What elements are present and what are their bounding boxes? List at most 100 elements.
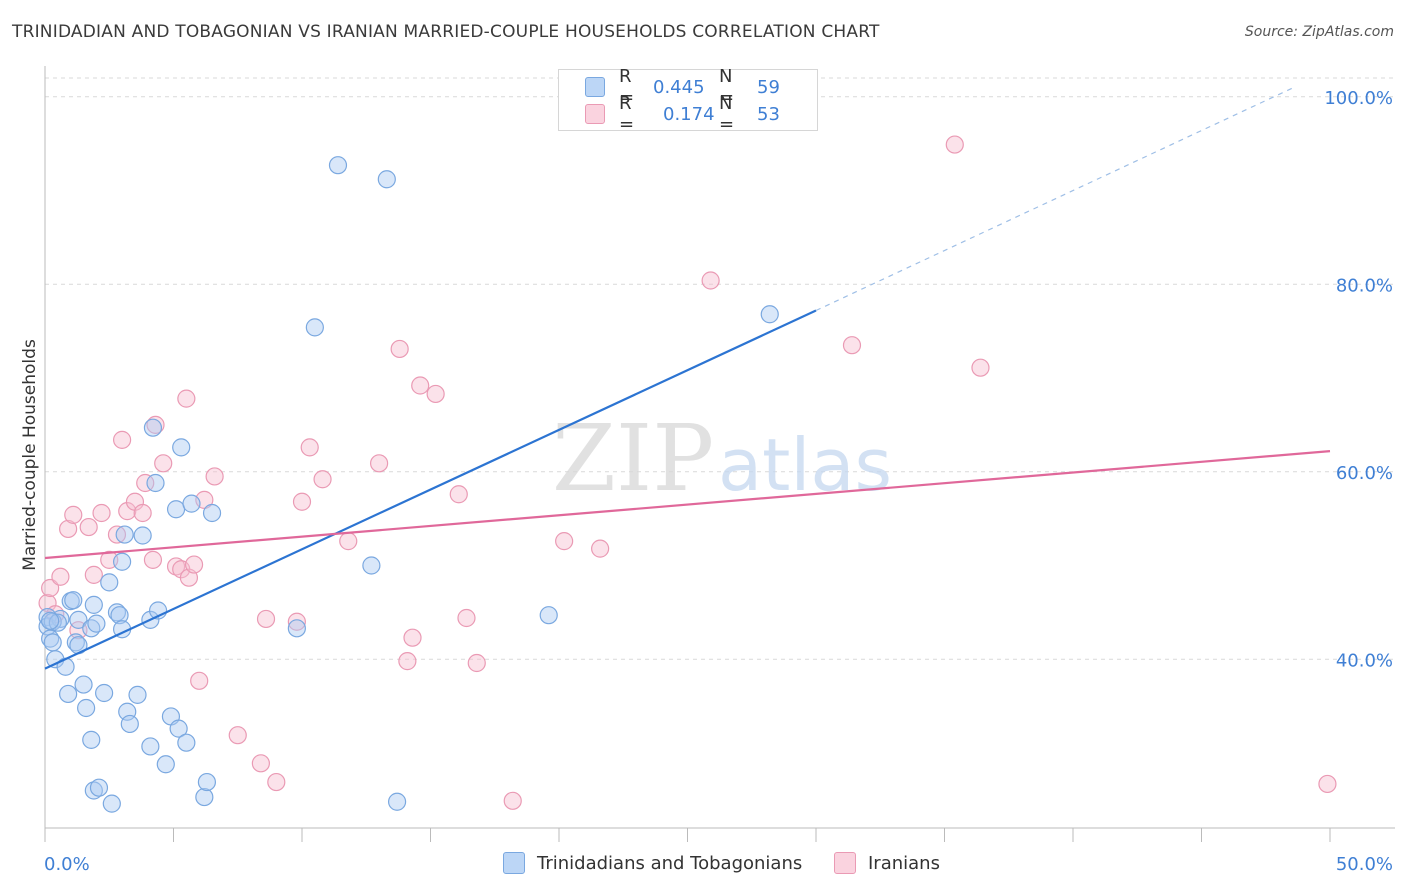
- iranian-point: [41, 578, 60, 598]
- iranian-point: [292, 492, 312, 511]
- trinidadian-point: [287, 619, 306, 638]
- trinidadian-point: [66, 633, 85, 652]
- legend-row-iranians: R = 0.174 N = 53: [585, 93, 780, 135]
- iranian-point: [411, 376, 430, 395]
- trinidadian-trend-extension: [815, 86, 1295, 312]
- trinidadians-points: [38, 156, 779, 813]
- iranian-point: [133, 503, 152, 523]
- watermark-atlas: atlas: [718, 423, 892, 507]
- trinidadian-point: [202, 503, 222, 523]
- iranian-point: [51, 567, 70, 586]
- trinidadian-point: [362, 556, 381, 575]
- iranian-point: [177, 389, 196, 408]
- iranian-point: [205, 467, 224, 486]
- iranian-point: [457, 608, 476, 628]
- iranian-point: [591, 539, 610, 558]
- bottom-legend-swatch-blue: [503, 852, 525, 874]
- iranian-point: [313, 470, 332, 489]
- iranian-point: [300, 438, 319, 457]
- trinidadian-point: [143, 418, 163, 437]
- bottom-legend-swatch-pink: [834, 852, 856, 874]
- watermark: ZIP atlas: [552, 405, 892, 512]
- legend-n-label: N =: [719, 93, 735, 135]
- iranian-point: [503, 791, 522, 810]
- trinidadian-point: [84, 781, 103, 800]
- iranian-trend-line: [44, 450, 1331, 560]
- iranian-point: [449, 485, 468, 504]
- trinidadian-point: [177, 733, 196, 752]
- tick-labels: 40.0% 60.0% 80.0% 100.0% 0.0% 50.0%: [44, 88, 1393, 875]
- iranian-point: [467, 653, 486, 673]
- y-axis-label: Married-couple Households: [20, 339, 40, 571]
- y-tick-label: 60.0%: [1336, 463, 1393, 484]
- trinidadian-point: [107, 603, 127, 622]
- x-tick-label: 50.0%: [1336, 854, 1393, 875]
- trinidadian-point: [87, 614, 106, 633]
- trinidadian-point: [95, 683, 114, 703]
- trinidadian-point: [110, 606, 129, 625]
- iranian-point: [143, 550, 163, 569]
- trinidadian-point: [64, 591, 83, 610]
- trinidadian-point: [82, 730, 101, 749]
- iranian-point: [370, 454, 389, 473]
- trinidadian-point: [141, 737, 160, 756]
- trinidadian-point: [539, 606, 558, 625]
- legend-r-value: 0.174: [663, 103, 715, 125]
- trinidadian-point: [197, 772, 217, 792]
- stats-legend: R = 0.445 N = 59 R = 0.174 N = 53: [558, 66, 818, 135]
- iranian-point: [339, 532, 358, 551]
- trinidadian-point: [760, 305, 779, 324]
- iranian-point: [118, 502, 137, 521]
- trinidadian-point: [387, 792, 407, 811]
- trinidadian-point: [182, 494, 201, 513]
- iranian-point: [555, 532, 574, 551]
- trinidadian-point: [169, 719, 188, 738]
- bottom-legend-iranians: Iranians: [834, 852, 940, 874]
- trinidadian-point: [133, 526, 152, 545]
- iranian-point: [154, 454, 173, 473]
- trinidadian-point: [77, 698, 96, 718]
- trinidadian-point: [156, 755, 175, 774]
- legend-swatch-pink: [585, 104, 605, 124]
- watermark-zip: ZIP: [552, 405, 714, 512]
- legend-row-trinidadians: R = 0.445 N = 59: [585, 66, 780, 108]
- trinidadian-point: [100, 573, 119, 592]
- trend-lines: [44, 86, 1331, 670]
- iranian-point: [390, 339, 409, 359]
- iranian-point: [256, 609, 276, 629]
- iranian-point: [107, 525, 127, 544]
- iranian-point: [166, 557, 186, 576]
- trinidadian-point: [328, 156, 348, 175]
- iranian-point: [146, 415, 165, 434]
- trinidadian-trend-line: [44, 309, 817, 670]
- iranian-point: [136, 473, 155, 493]
- y-tick-label: 80.0%: [1336, 275, 1393, 296]
- iranian-point: [1318, 774, 1337, 794]
- legend-r-label: R =: [619, 93, 635, 135]
- iranian-point: [398, 652, 417, 671]
- iranian-point: [701, 271, 720, 290]
- iranian-point: [426, 384, 445, 404]
- iranian-point: [971, 358, 990, 377]
- legend-r-value: 0.445: [653, 76, 705, 98]
- x-tick-label: 0.0%: [44, 854, 90, 875]
- trinidadian-point: [115, 525, 134, 544]
- trinidadian-point: [305, 318, 324, 337]
- iranian-point: [59, 519, 78, 539]
- bottom-legend-label: Iranians: [868, 852, 940, 874]
- bottom-legend-label: Trinidadians and Tobagonians: [537, 852, 803, 874]
- y-tick-label: 100.0%: [1324, 88, 1393, 109]
- trinidadian-point: [195, 787, 214, 807]
- trinidadian-point: [41, 611, 60, 630]
- iranian-point: [842, 336, 862, 355]
- source-credit: Source: ZipAtlas.com: [1244, 24, 1394, 40]
- trinidadian-point: [112, 552, 132, 571]
- trinidadian-point: [146, 473, 165, 493]
- trinidadian-point: [128, 685, 147, 704]
- iranian-point: [84, 565, 103, 584]
- iranian-point: [228, 726, 247, 745]
- legend-r-label: R =: [619, 66, 635, 108]
- chart-title: TRINIDADIAN AND TOBAGONIAN VS IRANIAN MA…: [12, 22, 880, 42]
- iranians-points: [38, 135, 1337, 810]
